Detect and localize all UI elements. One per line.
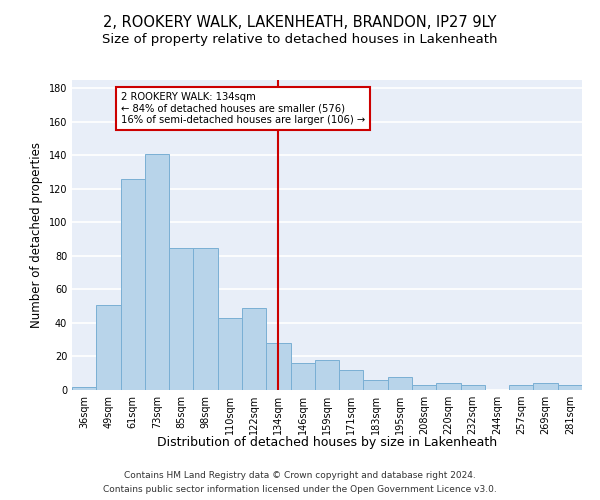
Text: 2, ROOKERY WALK, LAKENHEATH, BRANDON, IP27 9LY: 2, ROOKERY WALK, LAKENHEATH, BRANDON, IP… — [103, 15, 497, 30]
Bar — [461, 385, 485, 390]
Bar — [509, 385, 533, 390]
Bar — [558, 385, 582, 390]
Bar — [218, 318, 242, 390]
Bar — [364, 380, 388, 390]
Text: Distribution of detached houses by size in Lakenheath: Distribution of detached houses by size … — [157, 436, 497, 449]
Y-axis label: Number of detached properties: Number of detached properties — [30, 142, 43, 328]
Text: 2 ROOKERY WALK: 134sqm
← 84% of detached houses are smaller (576)
16% of semi-de: 2 ROOKERY WALK: 134sqm ← 84% of detached… — [121, 92, 365, 125]
Bar — [72, 386, 96, 390]
Bar — [145, 154, 169, 390]
Bar — [169, 248, 193, 390]
Bar — [290, 363, 315, 390]
Bar — [533, 384, 558, 390]
Bar — [412, 385, 436, 390]
Bar — [266, 343, 290, 390]
Bar — [121, 179, 145, 390]
Bar — [315, 360, 339, 390]
Bar — [193, 248, 218, 390]
Bar — [96, 304, 121, 390]
Bar — [242, 308, 266, 390]
Text: Contains HM Land Registry data © Crown copyright and database right 2024.: Contains HM Land Registry data © Crown c… — [124, 472, 476, 480]
Bar — [388, 376, 412, 390]
Text: Size of property relative to detached houses in Lakenheath: Size of property relative to detached ho… — [102, 32, 498, 46]
Text: Contains public sector information licensed under the Open Government Licence v3: Contains public sector information licen… — [103, 484, 497, 494]
Bar — [436, 384, 461, 390]
Bar — [339, 370, 364, 390]
